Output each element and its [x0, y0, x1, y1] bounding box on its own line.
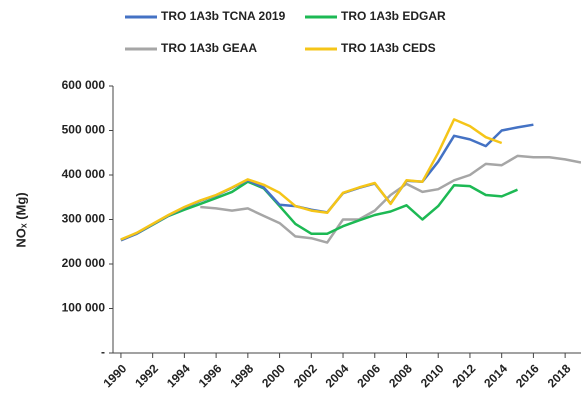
y-tick-label: 400 000 [62, 167, 106, 181]
series-line [120, 118, 503, 241]
series-line [120, 123, 534, 242]
y-tick-label: 200 000 [62, 256, 106, 270]
y-tick-label: 600 000 [62, 78, 106, 92]
legend-label: TRO 1A3b GEAA [161, 41, 257, 55]
y-tick-label: 100 000 [62, 301, 106, 315]
x-tick-label: 2016 [513, 361, 542, 390]
x-tick-label: 2018 [545, 361, 574, 390]
x-tick-label: 1998 [227, 361, 256, 390]
x-tick-label: 2010 [418, 361, 447, 390]
x-tick-label: 2012 [450, 361, 479, 390]
x-tick-label: 2002 [291, 361, 320, 390]
legend-label: TRO 1A3b TCNA 2019 [161, 9, 286, 23]
x-tick-label: 1996 [196, 361, 225, 390]
x-tick-label: 1990 [101, 361, 130, 390]
x-tick-label: 2008 [386, 361, 415, 390]
x-tick-label: 2014 [481, 361, 510, 390]
y-tick-label: 500 000 [62, 123, 106, 137]
y-tick-label: 300 000 [62, 212, 106, 226]
x-tick-label: 2000 [259, 361, 288, 390]
legend-label: TRO 1A3b EDGAR [341, 9, 446, 23]
legend-label: TRO 1A3b CEDS [341, 41, 436, 55]
series-line [120, 180, 518, 241]
x-tick-label: 2004 [323, 361, 352, 390]
series-line [200, 154, 581, 244]
x-tick-label: 1992 [132, 361, 161, 390]
y-axis-label: NOₓ (Mg) [13, 192, 28, 247]
x-tick-label: 1994 [164, 361, 193, 390]
x-tick-label: 2006 [354, 361, 383, 390]
y-tick-label: - [101, 345, 105, 359]
